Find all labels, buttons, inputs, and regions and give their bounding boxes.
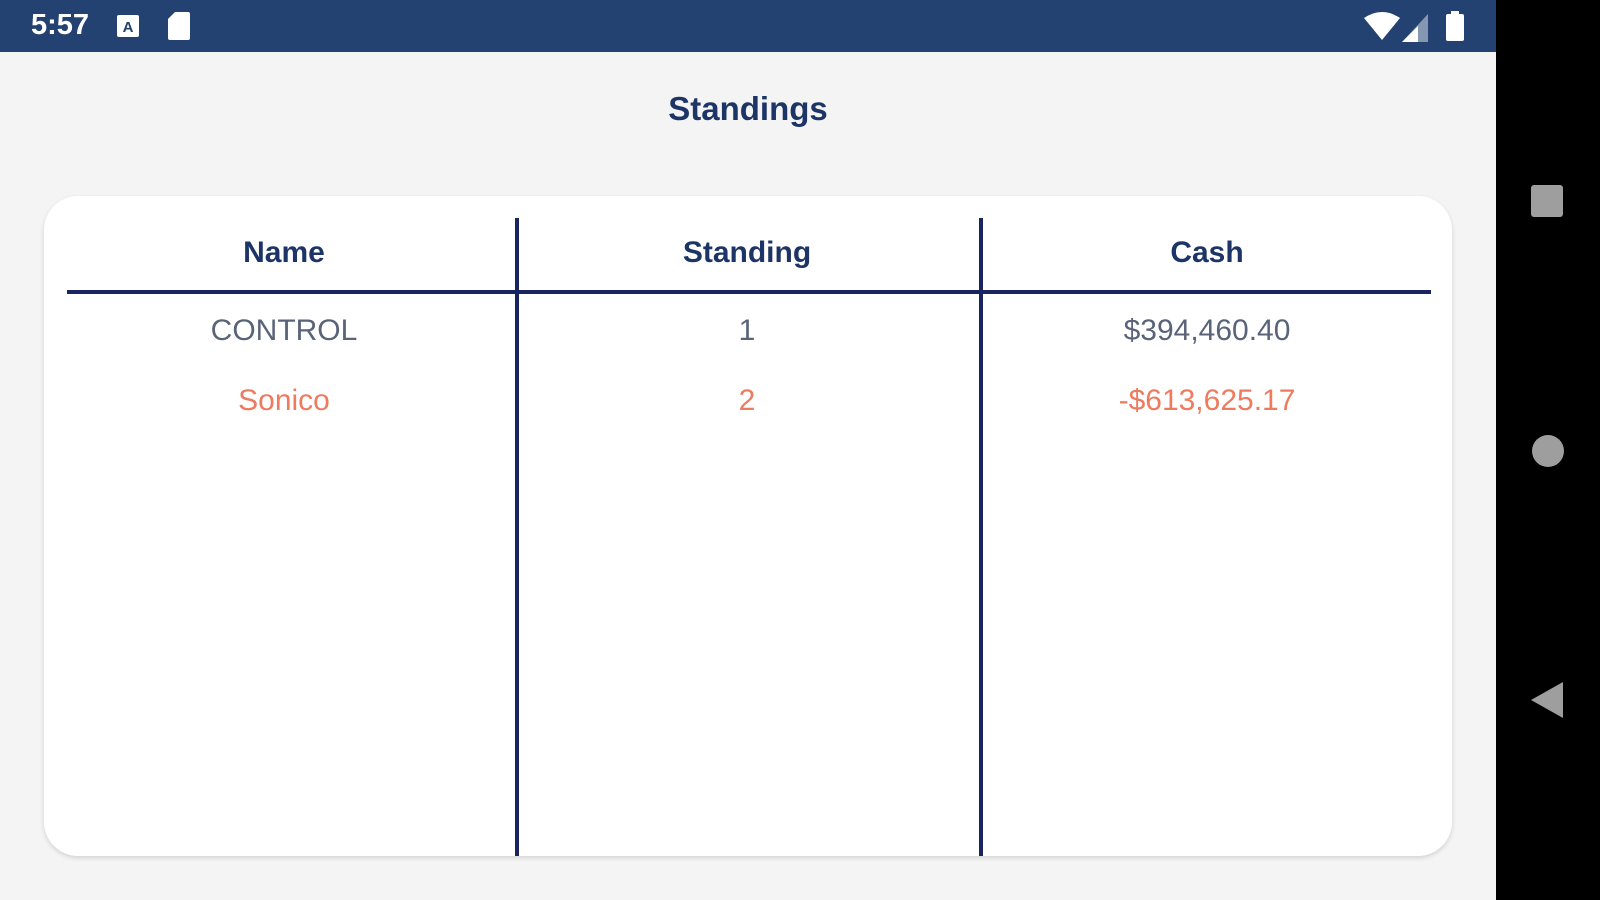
signal-icon	[1402, 14, 1428, 47]
circle-icon	[1532, 435, 1564, 467]
recents-button[interactable]	[1530, 184, 1564, 218]
svg-text:A: A	[123, 19, 134, 36]
row-2-name: Sonico	[238, 384, 330, 417]
a-notification-icon: A	[117, 15, 139, 42]
row-1-cash: $394,460.40	[1123, 314, 1291, 347]
header-cash: Cash	[1170, 236, 1244, 269]
navigation-bar	[1496, 0, 1600, 900]
status-time: 5:57	[31, 9, 90, 41]
row-1-standing: 1	[738, 314, 756, 347]
home-button[interactable]	[1531, 434, 1565, 468]
page-title: Standings	[668, 90, 828, 127]
column-divider	[515, 218, 519, 856]
column-divider	[979, 218, 983, 856]
status-bar: 5:57 A	[0, 0, 1496, 52]
sd-card-icon	[168, 12, 190, 45]
row-1-name: CONTROL	[210, 314, 358, 347]
square-icon	[1531, 185, 1563, 217]
row-2-standing: 2	[738, 384, 756, 417]
header-divider	[67, 290, 1431, 294]
header-standing: Standing	[682, 236, 812, 269]
back-button[interactable]	[1529, 680, 1565, 720]
header-name: Name	[243, 236, 325, 269]
row-2-cash: -$613,625.17	[1118, 384, 1296, 417]
wifi-icon	[1364, 12, 1400, 45]
battery-icon	[1446, 11, 1464, 46]
triangle-back-icon	[1531, 682, 1563, 718]
standings-table: Name Standing Cash CONTROL 1 $394,460.40…	[44, 196, 1452, 856]
